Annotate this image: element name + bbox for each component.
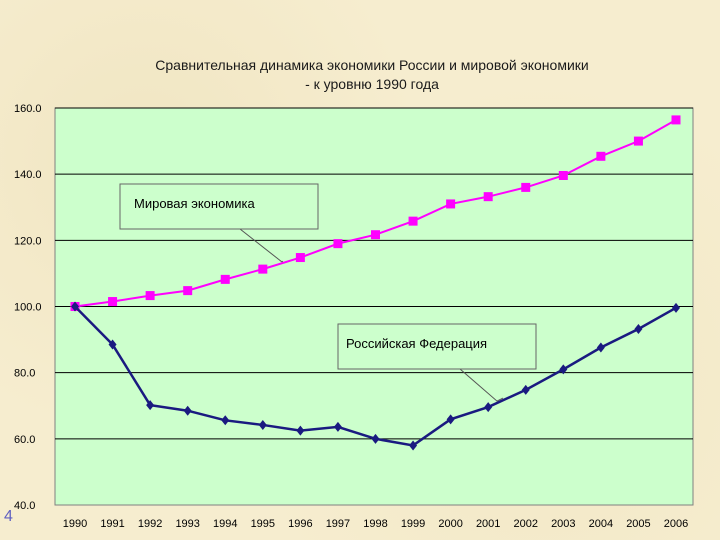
chart-title-line-1: Сравнительная динамика экономики России … (155, 57, 588, 73)
x-tick-label: 1990 (63, 518, 87, 530)
data-point (521, 182, 531, 192)
x-tick-label: 1992 (138, 518, 162, 530)
callout-russia-box (337, 323, 537, 370)
data-point (183, 405, 192, 416)
callout-russia: Российская Федерация (337, 323, 537, 370)
data-point (71, 301, 79, 312)
data-point (258, 419, 267, 430)
callout-leaders (239, 228, 504, 402)
data-point (108, 297, 118, 307)
y-tick-label: 140.0 (14, 169, 42, 181)
x-tick-label: 2000 (438, 518, 462, 530)
x-tick-label: 2002 (514, 518, 538, 530)
x-tick-label: 1995 (251, 518, 275, 530)
data-point (633, 136, 643, 146)
data-point (634, 323, 643, 334)
x-tick-label: 2003 (551, 518, 575, 530)
data-point (671, 115, 681, 125)
data-point (408, 216, 418, 226)
callout-world-box (119, 183, 319, 230)
x-tick-label: 1998 (363, 518, 387, 530)
callout-russia-label: Российская Федерация (346, 336, 487, 351)
data-point (183, 286, 193, 296)
data-point (484, 402, 493, 413)
data-point (221, 415, 230, 426)
data-point (483, 192, 493, 202)
slide-number: 4 (4, 508, 13, 525)
callout-russia-leader (459, 368, 504, 402)
x-tick-label: 2001 (476, 518, 500, 530)
data-point (558, 170, 568, 180)
x-tick-label: 1997 (326, 518, 350, 530)
x-tick-label: 1994 (213, 518, 237, 530)
y-tick-label: 40.0 (14, 500, 35, 512)
x-tick-label: 1999 (401, 518, 425, 530)
data-point (146, 400, 155, 411)
callout-world-leader (239, 228, 284, 263)
data-point (258, 264, 268, 274)
y-tick-label: 120.0 (14, 235, 42, 247)
data-point (296, 425, 305, 436)
y-tick-label: 60.0 (14, 434, 35, 446)
callout-world: Мировая экономика (119, 183, 319, 230)
x-tick-label: 2006 (664, 518, 688, 530)
data-point (220, 274, 230, 284)
x-tick-label: 1996 (288, 518, 312, 530)
chart-title-line-2: - к уровню 1990 года (305, 76, 439, 92)
data-point (371, 433, 380, 444)
data-point (333, 421, 342, 432)
data-point (446, 414, 455, 425)
data-point (333, 239, 343, 249)
data-point (521, 384, 530, 395)
y-tick-label: 160.0 (14, 103, 42, 115)
data-point (409, 440, 418, 451)
data-point (596, 151, 606, 161)
data-point (596, 342, 605, 353)
x-tick-label: 2004 (589, 518, 613, 530)
data-point (559, 364, 568, 375)
data-point (145, 291, 155, 301)
data-point (672, 302, 680, 313)
data-point (371, 230, 380, 240)
x-tick-label: 2005 (626, 518, 650, 530)
gridlines (55, 107, 693, 440)
y-axis-ticks: 40.0 60.0 80.0 100.0 120.0 140.0 160.0 (14, 103, 42, 512)
x-axis-ticks: 1990 1991 1992 1993 1994 1995 1996 1997 1998 1999… (63, 518, 688, 530)
y-tick-label: 100.0 (14, 302, 42, 314)
y-tick-label: 80.0 (14, 368, 35, 380)
data-point (446, 199, 456, 209)
x-tick-label: 1993 (175, 518, 199, 530)
series-layer (70, 115, 681, 451)
x-tick-label: 1991 (100, 518, 124, 530)
callout-world-label: Мировая экономика (134, 196, 255, 211)
data-point (108, 339, 117, 350)
data-point (295, 253, 305, 263)
